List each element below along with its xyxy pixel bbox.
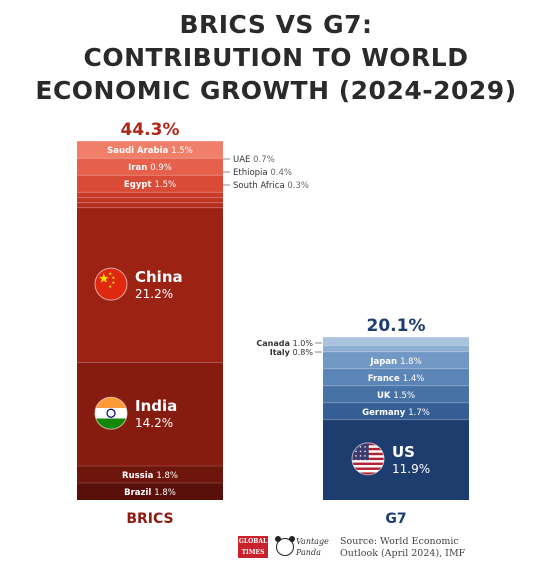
brics-label-uae: UAE 0.7% (233, 155, 275, 165)
brics-label-russia: Russia 1.8% (122, 471, 178, 481)
chart-title-line-3: ECONOMIC GROWTH (2024-2029) (35, 76, 517, 105)
g7-label-germany: Germany 1.7% (362, 408, 430, 418)
g7-bar-segment-us (323, 419, 469, 500)
brics-label-egypt: Egypt 1.5% (124, 180, 176, 190)
brics-label-brazil: Brazil 1.8% (124, 488, 176, 498)
brics-label-india-flag-icon (94, 396, 128, 430)
brics-label-south-africa: South Africa 0.3% (233, 181, 309, 191)
g7-bar-segment-italy (323, 345, 469, 352)
source-line-1: Source: World Economic (340, 536, 459, 547)
brics-label-china-value: 21.2% (135, 287, 173, 301)
brics-label-india-value: 14.2% (135, 416, 173, 430)
g7-total-label: 20.1% (367, 316, 426, 336)
brics-bar-segment-brazil (77, 483, 223, 500)
brics-bar-segment-south-africa (77, 202, 223, 208)
g7-bar-segment-germany (323, 402, 469, 420)
brics-bar-segment-saudi-arabia (77, 141, 223, 159)
brics-bar-segment-ethiopia (77, 197, 223, 203)
g7-label-france: France 1.4% (368, 374, 425, 384)
chart-title-line-2: CONTRIBUTION TO WORLD (83, 43, 469, 72)
g7-bar-segment-uk (323, 385, 469, 403)
source-note: Source: World Economic Outlook (April 20… (340, 536, 540, 560)
g7-category-label: G7 (385, 511, 406, 527)
chart-title-line-1: BRICS VS G7: (179, 10, 373, 39)
vantage-panda-logo: Vantage Panda (275, 534, 329, 560)
g7-label-japan: Japan 1.8% (369, 357, 421, 367)
g7-bar-segment-canada (323, 337, 469, 346)
brics-total-label: 44.3% (121, 120, 180, 140)
source-line-2: Outlook (April 2024), IMF (340, 548, 466, 559)
panda-icon (275, 536, 295, 556)
g7-label-canada: Canada 1.0% (256, 339, 313, 348)
brics-bar-segment-iran (77, 158, 223, 176)
brics-label-saudi-arabia: Saudi Arabia 1.5% (107, 146, 193, 156)
brics-label-ethiopia: Ethiopia 0.4% (233, 168, 292, 178)
g7-label-us-flag-icon (351, 442, 385, 476)
g7-label-us-value: 11.9% (392, 462, 430, 476)
brics-label-china-flag-icon (94, 267, 128, 301)
brics-bar-segment-uae (77, 192, 223, 198)
g7-label-us-name: US (392, 443, 415, 461)
brics-label-china-name: China (135, 268, 183, 286)
brics-category-label: BRICS (126, 511, 173, 527)
brics-label-india-name: India (135, 397, 177, 415)
brics-bar-segment-russia (77, 466, 223, 483)
g7-label-italy: Italy 0.8% (270, 348, 314, 357)
global-times-logo: GLOBAL TIMES (238, 536, 268, 558)
brics-label-iran: Iran 0.9% (128, 163, 172, 173)
brics-bar-segment-egypt (77, 175, 223, 193)
g7-bar-segment-france (323, 368, 469, 386)
g7-label-uk: UK 1.5% (377, 391, 415, 401)
g7-bar-segment-japan (323, 351, 469, 369)
vantage-panda-text: Vantage Panda (296, 537, 329, 557)
